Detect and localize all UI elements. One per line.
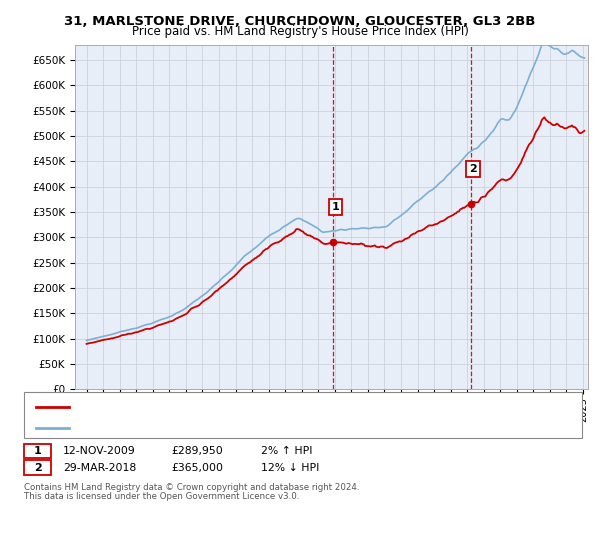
Text: This data is licensed under the Open Government Licence v3.0.: This data is licensed under the Open Gov…: [24, 492, 299, 501]
Text: 2: 2: [34, 463, 41, 473]
Text: HPI: Average price, detached house, Tewkesbury: HPI: Average price, detached house, Tewk…: [75, 423, 317, 433]
Text: Contains HM Land Registry data © Crown copyright and database right 2024.: Contains HM Land Registry data © Crown c…: [24, 483, 359, 492]
Text: 31, MARLSTONE DRIVE, CHURCHDOWN, GLOUCESTER, GL3 2BB: 31, MARLSTONE DRIVE, CHURCHDOWN, GLOUCES…: [64, 15, 536, 27]
Text: 29-MAR-2018: 29-MAR-2018: [63, 463, 136, 473]
Text: 1: 1: [34, 446, 41, 456]
Text: 31, MARLSTONE DRIVE, CHURCHDOWN, GLOUCESTER, GL3 2BB (detached house): 31, MARLSTONE DRIVE, CHURCHDOWN, GLOUCES…: [75, 402, 484, 412]
Text: Price paid vs. HM Land Registry's House Price Index (HPI): Price paid vs. HM Land Registry's House …: [131, 25, 469, 38]
Text: 2: 2: [469, 164, 477, 174]
Text: 12-NOV-2009: 12-NOV-2009: [63, 446, 136, 456]
Text: 2% ↑ HPI: 2% ↑ HPI: [261, 446, 313, 456]
Text: 12% ↓ HPI: 12% ↓ HPI: [261, 463, 319, 473]
Text: £365,000: £365,000: [171, 463, 223, 473]
Text: 1: 1: [331, 202, 339, 212]
Text: £289,950: £289,950: [171, 446, 223, 456]
